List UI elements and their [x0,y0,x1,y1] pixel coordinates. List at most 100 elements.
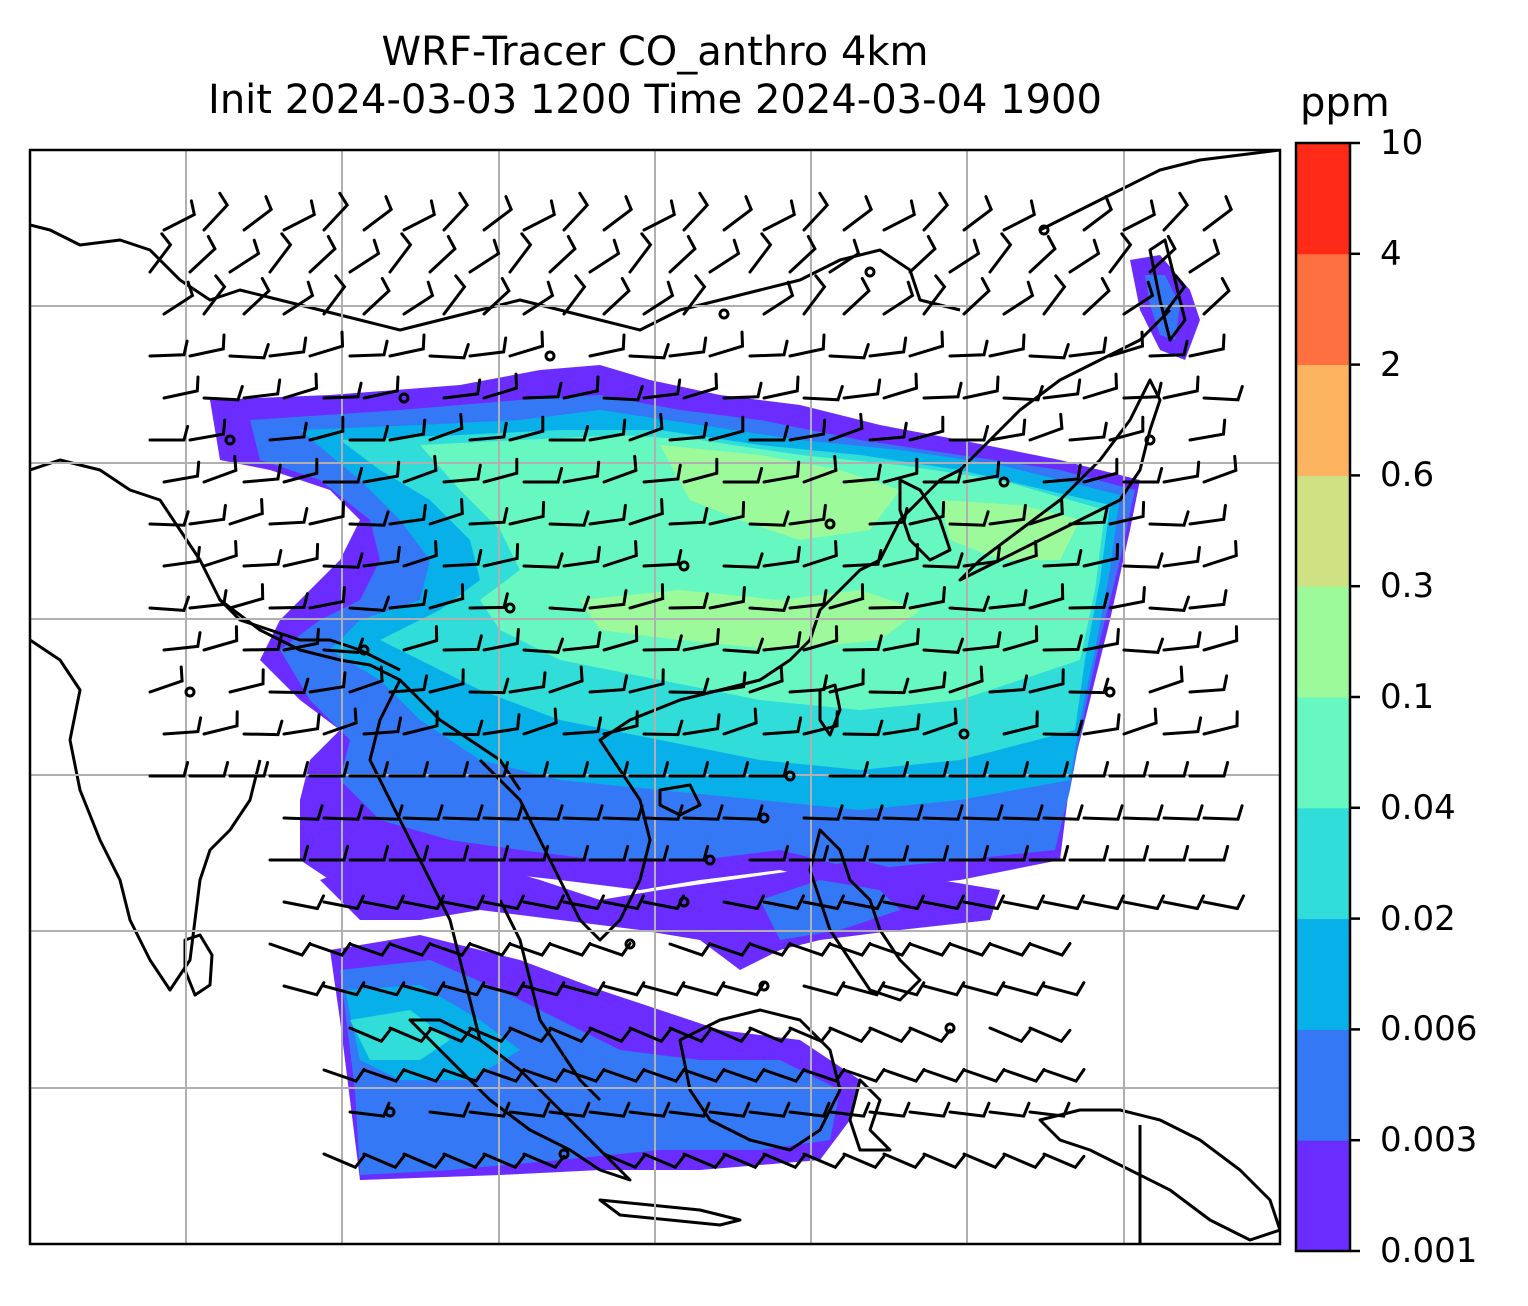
wind-barb [508,232,533,274]
gridlines [30,150,1280,1244]
wind-barb [868,421,908,442]
wind-barb [442,719,484,737]
wind-barb [522,981,566,997]
wind-barb [348,845,390,862]
wind-barb [708,500,746,526]
field-band-middle [320,850,1000,970]
wind-barb [268,336,308,358]
figure-title: WRF-Tracer CO_anthro 4km Init 2024-03-03… [30,28,1280,124]
wind-barb [522,199,557,232]
wind-barb [748,595,790,612]
wind-barb [762,631,802,652]
calm-wind-marker [504,602,516,614]
wind-barb [828,761,870,778]
field-band-north-green [660,445,900,540]
wind-barb [1002,981,1046,997]
wind-barb [988,761,1030,778]
wind-barb [442,634,483,652]
wind-barb [948,1101,991,1118]
colorbar-segment [1296,475,1350,587]
wind-barb [562,631,602,652]
wind-barb [1188,238,1221,274]
wind-barb [242,277,271,316]
wind-barb [1108,845,1150,862]
wind-barb [628,761,670,778]
wind-barb [362,1068,406,1083]
wind-barb [202,710,239,736]
wind-barb [668,421,708,442]
wind-barb [148,510,190,527]
calm-wind-marker [944,1022,956,1034]
wind-barb [602,804,644,821]
wind-barb [708,415,745,442]
wind-barb [388,589,428,610]
coastline-srilanka [183,933,214,997]
wind-barb [402,199,437,232]
wind-barb [988,845,1030,862]
wind-barb [348,665,384,694]
wind-barb [482,277,511,316]
wind-barb [508,761,550,778]
wind-barb [828,668,865,694]
wind-barb [668,677,710,695]
wind-barb [988,1026,1032,1044]
wind-barb [522,1152,566,1170]
wind-barb [882,280,915,316]
wind-barb [1068,592,1109,610]
wind-barb [722,894,765,911]
wind-barb [162,375,200,400]
wind-barb [988,674,1029,694]
wind-barb [188,589,228,610]
wind-barb [788,418,827,442]
wind-barb [1082,195,1114,232]
field-band-north-green-3 [940,500,1080,560]
wind-barb [642,549,683,568]
wind-barb [708,238,741,274]
wind-barb [748,761,790,778]
wind-barb [482,981,526,997]
wind-barb [722,467,764,484]
wind-barb [1108,761,1150,778]
wind-barb [922,381,963,400]
wind-barb [668,942,712,957]
wind-barb [442,1152,486,1170]
wind-barb [162,545,201,568]
wind-barb [842,195,874,232]
wind-barb [202,274,227,316]
wind-barb [362,460,401,484]
wind-barb [228,343,270,360]
wind-barb [242,719,284,737]
wind-barb [788,1026,832,1044]
colorbar-tick-label: 4 [1380,233,1402,274]
wind-barb [1188,761,1230,778]
wind-barb [468,761,510,778]
wind-barb [1042,463,1082,484]
calm-wind-marker [824,518,836,530]
wind-barb [268,421,308,442]
wind-barb [188,418,227,442]
wind-barb [482,1152,526,1170]
wind-barb [282,199,317,232]
wind-barb [388,761,430,778]
wind-barb [508,1101,551,1118]
wind-barb [762,199,797,232]
wind-barb [508,942,552,957]
wind-barb [1042,1068,1086,1083]
wind-barb [748,665,784,694]
wind-barb [268,845,310,862]
wind-barb [802,385,844,402]
wind-barb [628,845,670,862]
wind-barb [948,339,989,358]
wind-barb [868,336,908,358]
wind-barb [1148,339,1189,358]
wind-barb [562,545,601,568]
wind-barb [1122,467,1164,484]
wind-barb [468,592,509,610]
wind-barb [348,238,381,274]
wind-barb [868,1026,912,1044]
wind-barb [1108,232,1133,274]
wind-barb [948,510,990,527]
wind-barb [1148,665,1184,694]
wind-barb [722,707,758,736]
